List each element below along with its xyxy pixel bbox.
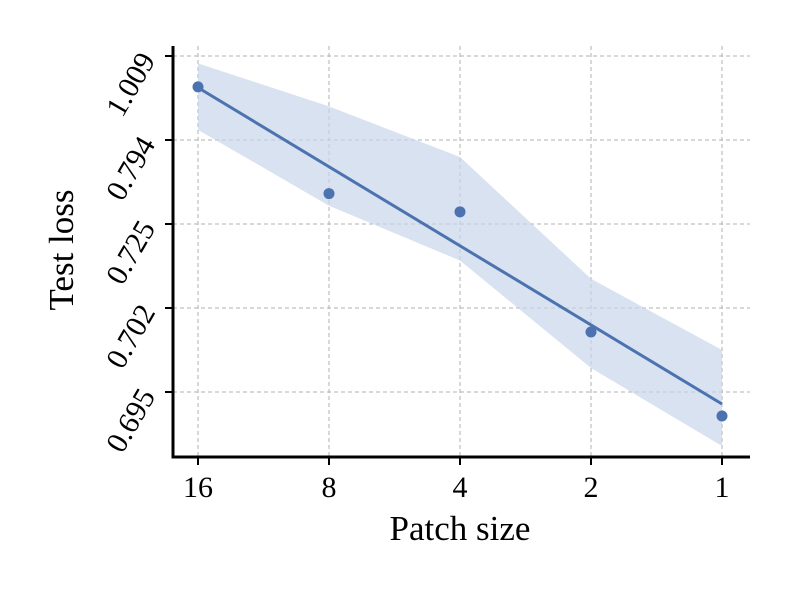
data-point — [454, 206, 466, 218]
fit-line — [197, 86, 723, 406]
y-tick-label: 1.009 — [100, 47, 162, 122]
data-point — [716, 410, 728, 422]
data-points-layer — [192, 81, 728, 422]
data-point — [323, 188, 335, 200]
data-point — [585, 326, 597, 338]
y-axis-label: Test loss — [42, 189, 81, 310]
y-tick-label: 0.794 — [100, 131, 162, 206]
x-tick-label: 1 — [715, 471, 730, 504]
x-ticks: 16 8 4 2 1 — [183, 457, 730, 504]
x-tick-label: 4 — [453, 471, 468, 504]
y-ticks: 0.695 0.702 0.725 0.794 1.009 — [100, 47, 173, 458]
y-tick-label: 0.702 — [100, 299, 162, 374]
x-tick-label: 8 — [322, 471, 337, 504]
x-tick-label: 2 — [584, 471, 599, 504]
x-tick-label: 16 — [183, 471, 213, 504]
x-axis-label: Patch size — [390, 509, 531, 548]
y-tick-label: 0.695 — [100, 383, 162, 458]
fit-line-layer — [197, 86, 723, 406]
y-tick-label: 0.725 — [100, 215, 162, 290]
confidence-band-layer — [198, 63, 722, 447]
data-point — [192, 81, 204, 93]
confidence-band — [198, 63, 722, 447]
